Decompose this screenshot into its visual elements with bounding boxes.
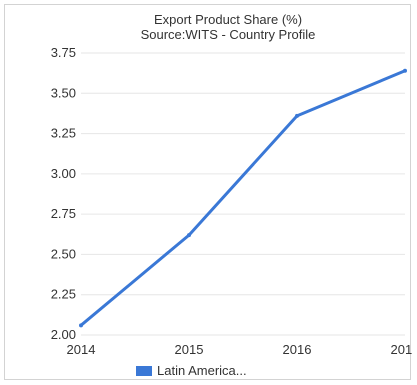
data-point[interactable] <box>79 323 83 328</box>
grid-lines <box>81 52 405 336</box>
series-lines <box>79 68 407 328</box>
y-tick-label: 3.00 <box>51 166 76 181</box>
chart-svg: Export Product Share (%) Source:WITS - C… <box>51 12 412 378</box>
y-tick-label: 3.50 <box>51 85 76 100</box>
x-tick-label: 2016 <box>283 342 312 357</box>
chart-title: Export Product Share (%) <box>154 12 302 27</box>
x-tick-label: 2015 <box>175 342 204 357</box>
legend-label: Latin America... <box>157 363 247 378</box>
y-tick-label: 3.75 <box>51 45 76 60</box>
x-axis-tick-labels: 2014 2015 2016 2017 <box>67 342 412 357</box>
legend[interactable]: Latin America... <box>136 363 247 378</box>
y-tick-label: 3.25 <box>51 126 76 141</box>
chart-subtitle: Source:WITS - Country Profile <box>141 27 316 42</box>
y-tick-label: 2.25 <box>51 287 76 302</box>
data-point[interactable] <box>187 233 191 238</box>
legend-swatch <box>136 366 152 376</box>
y-tick-label: 2.50 <box>51 246 76 261</box>
y-tick-label: 2.00 <box>51 327 76 342</box>
y-tick-label: 2.75 <box>51 206 76 221</box>
chart-frame: Export Product Share (%) Source:WITS - C… <box>4 4 412 380</box>
x-tick-label: 2014 <box>67 342 96 357</box>
x-tick-label: 2017 <box>391 342 412 357</box>
data-point[interactable] <box>295 113 299 118</box>
y-axis-tick-labels: 2.00 2.25 2.50 2.75 3.00 3.25 3.50 3.75 <box>51 45 76 342</box>
series-line-0[interactable] <box>79 69 407 327</box>
data-point[interactable] <box>403 68 407 73</box>
